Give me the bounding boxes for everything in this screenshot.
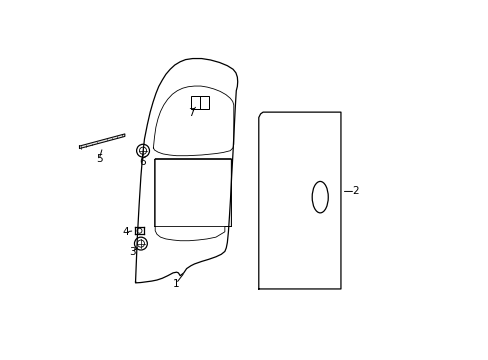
Text: 5: 5 xyxy=(96,154,102,164)
Text: 3: 3 xyxy=(128,247,135,257)
Text: 1: 1 xyxy=(172,279,179,289)
Text: 4: 4 xyxy=(122,227,129,237)
Text: 2: 2 xyxy=(351,186,358,197)
Polygon shape xyxy=(80,134,124,149)
Text: 7: 7 xyxy=(188,108,195,118)
Bar xyxy=(190,96,200,109)
Bar xyxy=(200,96,209,109)
Text: 6: 6 xyxy=(140,157,146,167)
